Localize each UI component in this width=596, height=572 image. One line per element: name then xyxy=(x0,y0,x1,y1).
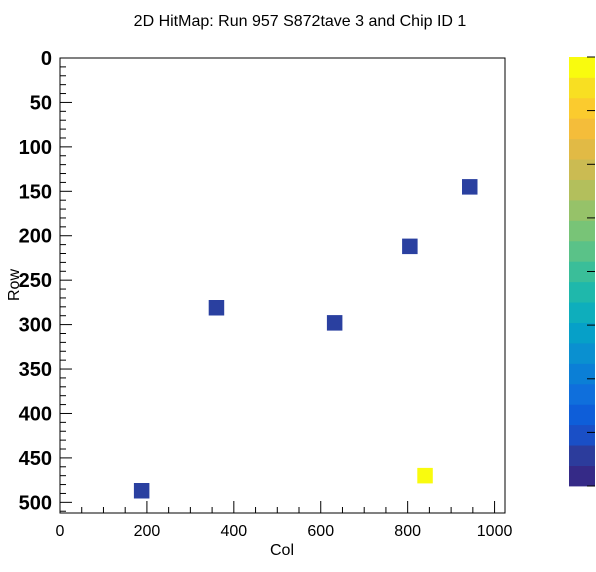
colorbar-segment-14 xyxy=(569,179,595,201)
hit-bin-0 xyxy=(133,483,150,499)
data-marks xyxy=(133,179,478,499)
colorbar-segment-5 xyxy=(569,363,595,385)
x-tick-label: 600 xyxy=(307,523,334,540)
colorbar-segment-13 xyxy=(569,200,595,221)
axes: 0 200 400 600 800 1000 0 50 100 150 200 250 300 350 40… xyxy=(19,48,513,540)
y-tick-label: 100 xyxy=(19,137,52,159)
y-tick-label: 300 xyxy=(19,315,52,337)
hit-bin-3 xyxy=(402,238,418,255)
y-axis-label: Row xyxy=(6,269,23,301)
color-scale-bar xyxy=(569,56,595,487)
colorbar-segment-9 xyxy=(569,281,595,303)
x-tick-label: 0 xyxy=(56,523,65,540)
x-tick-label: 1000 xyxy=(477,523,513,540)
y-tick-label: 450 xyxy=(19,448,52,470)
colorbar-segment-11 xyxy=(569,240,595,262)
x-tick-label: 800 xyxy=(394,523,421,540)
y-tick-label: 200 xyxy=(19,226,52,248)
colorbar-segment-16 xyxy=(569,138,595,160)
colorbar-segment-0 xyxy=(569,465,595,487)
colorbar-segment-7 xyxy=(569,322,595,344)
y-tick-label: 400 xyxy=(19,403,52,425)
chart-title: 2D HitMap: Run 957 S872tave 3 and Chip I… xyxy=(134,13,467,30)
colorbar-segment-4 xyxy=(569,383,595,405)
x-tick-label: 200 xyxy=(134,523,161,540)
colorbar-segment-20 xyxy=(569,57,595,78)
hit-bin-2 xyxy=(326,315,343,331)
y-tick-label: 350 xyxy=(19,359,52,381)
hit-bin-1 xyxy=(208,300,225,316)
y-tick-label: 50 xyxy=(30,92,52,114)
hit-bin-5 xyxy=(417,467,433,484)
colorbar-segment-15 xyxy=(569,159,595,180)
y-tick-label: 500 xyxy=(19,492,52,514)
hit-bin-4 xyxy=(462,179,478,195)
y-tick-label: 250 xyxy=(19,270,52,292)
colorbar-segment-3 xyxy=(569,404,595,426)
colorbar-segment-12 xyxy=(569,220,595,242)
colorbar-segment-10 xyxy=(569,261,595,283)
colorbar-segment-18 xyxy=(569,97,595,119)
x-axis-label: Col xyxy=(270,542,294,559)
colorbar-segment-1 xyxy=(569,445,595,466)
y-tick-label: 150 xyxy=(19,181,52,203)
colorbar-segment-17 xyxy=(569,118,595,140)
y-tick-label: 0 xyxy=(41,48,52,70)
x-tick-label: 400 xyxy=(220,523,247,540)
colorbar-segment-19 xyxy=(569,77,595,99)
plot-frame xyxy=(59,57,506,514)
colorbar-segment-2 xyxy=(569,424,595,446)
colorbar-segment-8 xyxy=(569,302,595,323)
colorbar-segment-6 xyxy=(569,343,595,364)
